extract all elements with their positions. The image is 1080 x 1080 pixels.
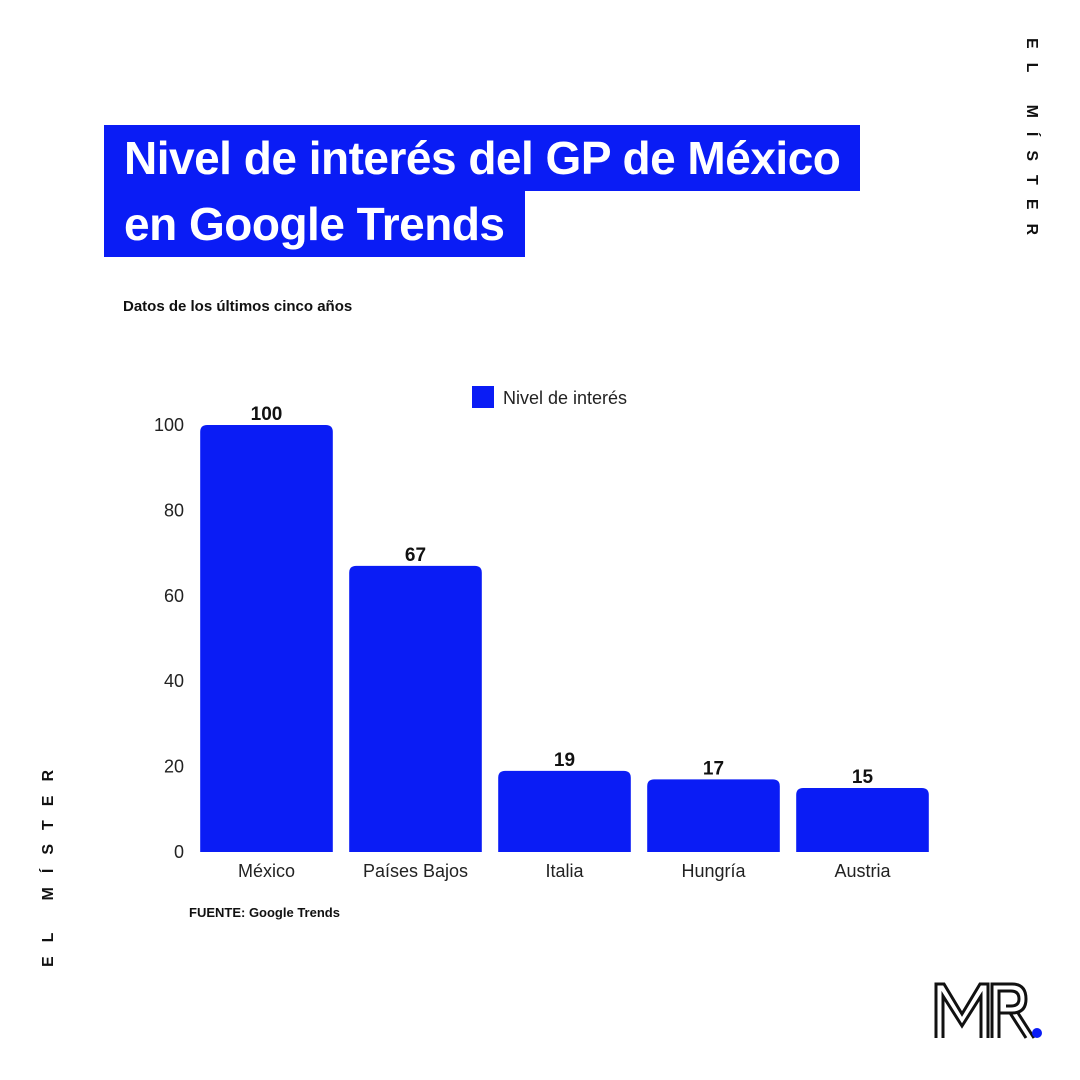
data-label: 17 [703, 758, 724, 779]
bar [349, 565, 482, 852]
y-tick-label: 40 [164, 671, 184, 691]
x-tick-label: Italia [545, 861, 584, 881]
data-label: 67 [405, 545, 426, 566]
x-tick-label: Países Bajos [363, 861, 468, 881]
bar [498, 770, 631, 852]
bar [200, 425, 333, 852]
chart-subtitle: Datos de los últimos cinco años [123, 298, 353, 315]
x-tick-label: Austria [834, 861, 891, 881]
title-line-1: Nivel de interés del GP de México [104, 125, 861, 191]
y-tick-label: 60 [164, 586, 184, 606]
legend-swatch [472, 386, 494, 408]
y-tick-label: 80 [164, 500, 184, 520]
data-label: 100 [251, 404, 283, 425]
x-tick-label: Hungría [681, 861, 746, 881]
y-tick-label: 100 [154, 415, 184, 435]
brand-vertical-label-left: EL MÍSTER [40, 756, 57, 968]
legend-label: Nivel de interés [503, 388, 627, 408]
y-tick-label: 0 [174, 842, 184, 862]
brand-vertical-label-right: EL MÍSTER [1023, 38, 1040, 250]
bar [647, 779, 780, 852]
title-line-2: en Google Trends [104, 191, 525, 257]
data-label: 19 [554, 750, 575, 771]
source-note: FUENTE: Google Trends [189, 905, 340, 920]
chart-title: Nivel de interés del GP de México en Goo… [104, 125, 861, 257]
x-tick-label: México [238, 861, 295, 881]
logo-dot [1032, 1028, 1042, 1038]
y-tick-label: 20 [164, 757, 184, 777]
bar [796, 787, 929, 852]
brand-logo: MR [934, 982, 1042, 1039]
data-label: 15 [852, 767, 874, 788]
